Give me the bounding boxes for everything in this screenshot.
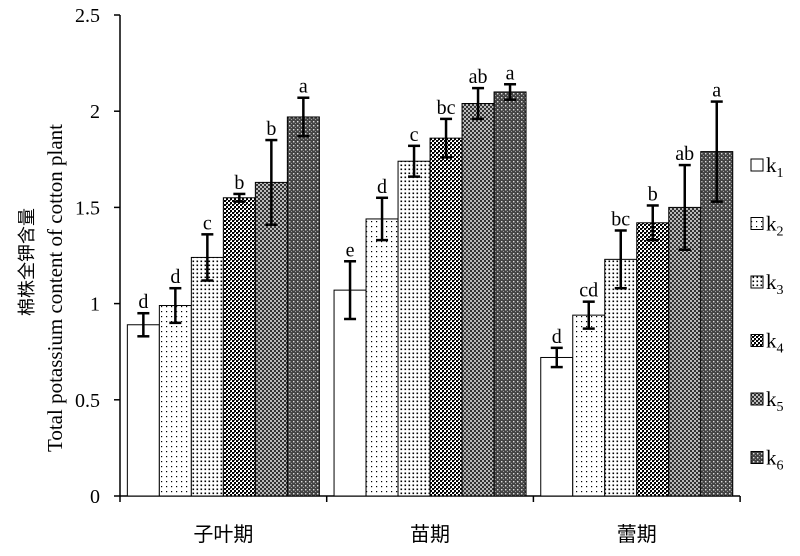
bar-k2 — [158, 305, 192, 497]
category-label: 子叶期 — [193, 522, 253, 546]
bar-k6 — [493, 91, 527, 497]
legend-label: k6 — [766, 446, 784, 474]
bar-k5 — [254, 181, 288, 497]
significance-label: ab — [675, 143, 694, 165]
legend-label: k3 — [766, 270, 784, 298]
significance-label: cd — [579, 280, 598, 302]
bar-k4 — [222, 197, 256, 497]
x-ticks — [119, 496, 741, 502]
legend-swatch-k1 — [750, 158, 764, 172]
significance-label: bc — [611, 208, 630, 230]
legend-label: k1 — [766, 153, 784, 181]
significance-label: b — [266, 118, 276, 140]
significance-label: bc — [437, 97, 456, 119]
significance-label: a — [299, 76, 308, 98]
y-tick-label: 0 — [90, 486, 100, 508]
legend-swatch-k4 — [750, 334, 764, 347]
category-label: 蕾期 — [617, 522, 657, 546]
bar-k3 — [190, 256, 224, 497]
category-labels: 子叶期 苗期 蕾期 — [193, 522, 656, 546]
significance-label: d — [138, 291, 148, 313]
significance-label: d — [552, 326, 562, 348]
significance-label: ab — [469, 66, 488, 88]
category-label: 苗期 — [410, 522, 450, 546]
significance-label: c — [410, 124, 419, 146]
significance-label: a — [712, 80, 721, 102]
y-tick-label: 1 — [90, 294, 100, 316]
bar-k2 — [572, 314, 606, 497]
significance-label: c — [203, 212, 212, 234]
bar-k1 — [126, 324, 160, 497]
legend-label: k2 — [766, 212, 784, 240]
bar-k4 — [636, 222, 670, 497]
significance-label: a — [506, 62, 515, 84]
bar-k4 — [429, 137, 463, 497]
significance-label: e — [346, 239, 355, 261]
y-axis-title: 棉株全钾含量 Total potassium content of cotton… — [17, 124, 67, 452]
legend: k1 k2 k3 k4 k5 k6 — [750, 153, 784, 474]
bar-k1 — [333, 289, 367, 497]
legend-swatch-k5 — [750, 392, 764, 406]
legend-swatch-k6 — [750, 451, 764, 464]
legend-label: k5 — [766, 387, 784, 415]
bar-k3 — [604, 258, 638, 497]
y-axis-label-cn: 棉株全钾含量 — [17, 208, 38, 316]
y-ticks: 0 0.5 1 1.5 2 2.5 — [75, 5, 120, 508]
legend-swatch-k3 — [750, 275, 764, 289]
bar-k6 — [286, 116, 320, 497]
y-tick-label: 1.5 — [75, 197, 100, 219]
bar-k5 — [461, 103, 495, 497]
y-axis-label-en: Total potassium content of cotton plant — [43, 124, 67, 452]
bar-k5 — [668, 206, 702, 497]
legend-swatch-k2 — [750, 217, 764, 230]
legend-label: k4 — [766, 329, 784, 357]
significance-label: b — [234, 172, 244, 194]
bar-k3 — [397, 160, 431, 497]
bar-k1 — [540, 356, 574, 497]
significance-label: b — [648, 183, 658, 205]
significance-label: d — [377, 176, 387, 198]
bar-k6 — [700, 151, 734, 497]
y-tick-label: 2 — [90, 101, 100, 123]
bar-k2 — [365, 218, 399, 497]
significance-label: d — [170, 266, 180, 288]
y-tick-label: 0.5 — [75, 390, 100, 412]
y-tick-label: 2.5 — [75, 5, 100, 27]
